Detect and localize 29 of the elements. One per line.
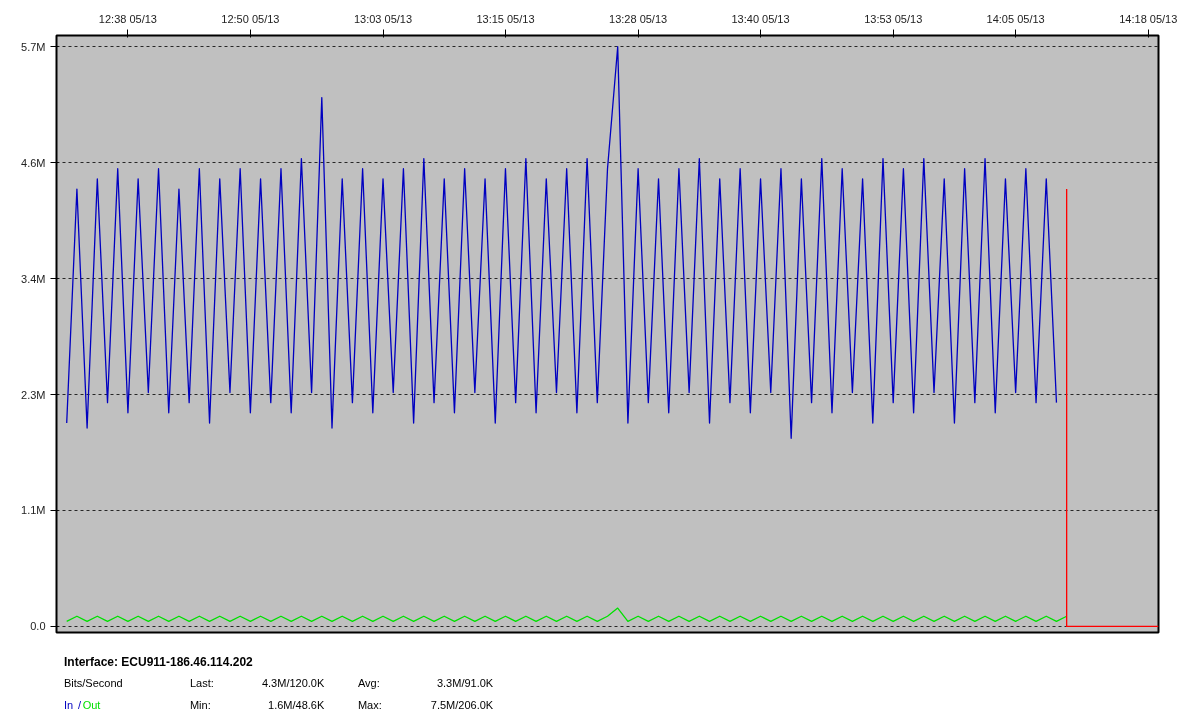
text: Interface: ECU911-186.46.114.202 (63, 654, 254, 669)
y-tick-label: 1.1M (21, 504, 46, 517)
text: Last: (189, 676, 214, 689)
text: 4.3M/120.0K (261, 676, 325, 689)
text: Out (82, 698, 101, 711)
line-series (66, 46, 1058, 439)
y-tick-label: 0.0 (30, 620, 46, 633)
x-tick-label: 14:05 05/13 (986, 12, 1045, 25)
x-tick-label: 13:40 05/13 (731, 12, 790, 25)
text: 3.3M/91.0K (436, 676, 494, 689)
y-tick-label: 5.7M (21, 40, 46, 53)
text: Min: (189, 698, 211, 711)
y-tick-label: 2.3M (21, 388, 46, 401)
y-tick-label: 3.4M (21, 272, 46, 285)
x-tick-label: 12:50 05/13 (221, 12, 280, 25)
text: / (77, 698, 82, 711)
x-tick-label: 12:38 05/13 (98, 12, 157, 25)
text: Avg: (357, 676, 380, 689)
x-tick-label: 13:28 05/13 (609, 12, 668, 25)
text: Bits/Second (63, 676, 123, 689)
text: Max: (357, 698, 382, 711)
y-tick-label: 4.6M (21, 156, 46, 169)
text: In (63, 698, 74, 711)
text: 7.5M/206.0K (430, 698, 494, 711)
x-tick-label: 13:03 05/13 (353, 12, 413, 25)
text: 1.6M/48.6K (268, 698, 325, 711)
x-tick-label: 13:15 05/13 (476, 12, 535, 25)
x-tick-label: 14:18 05/13 (1119, 12, 1178, 25)
x-tick-label: 13:53 05/13 (864, 12, 923, 25)
